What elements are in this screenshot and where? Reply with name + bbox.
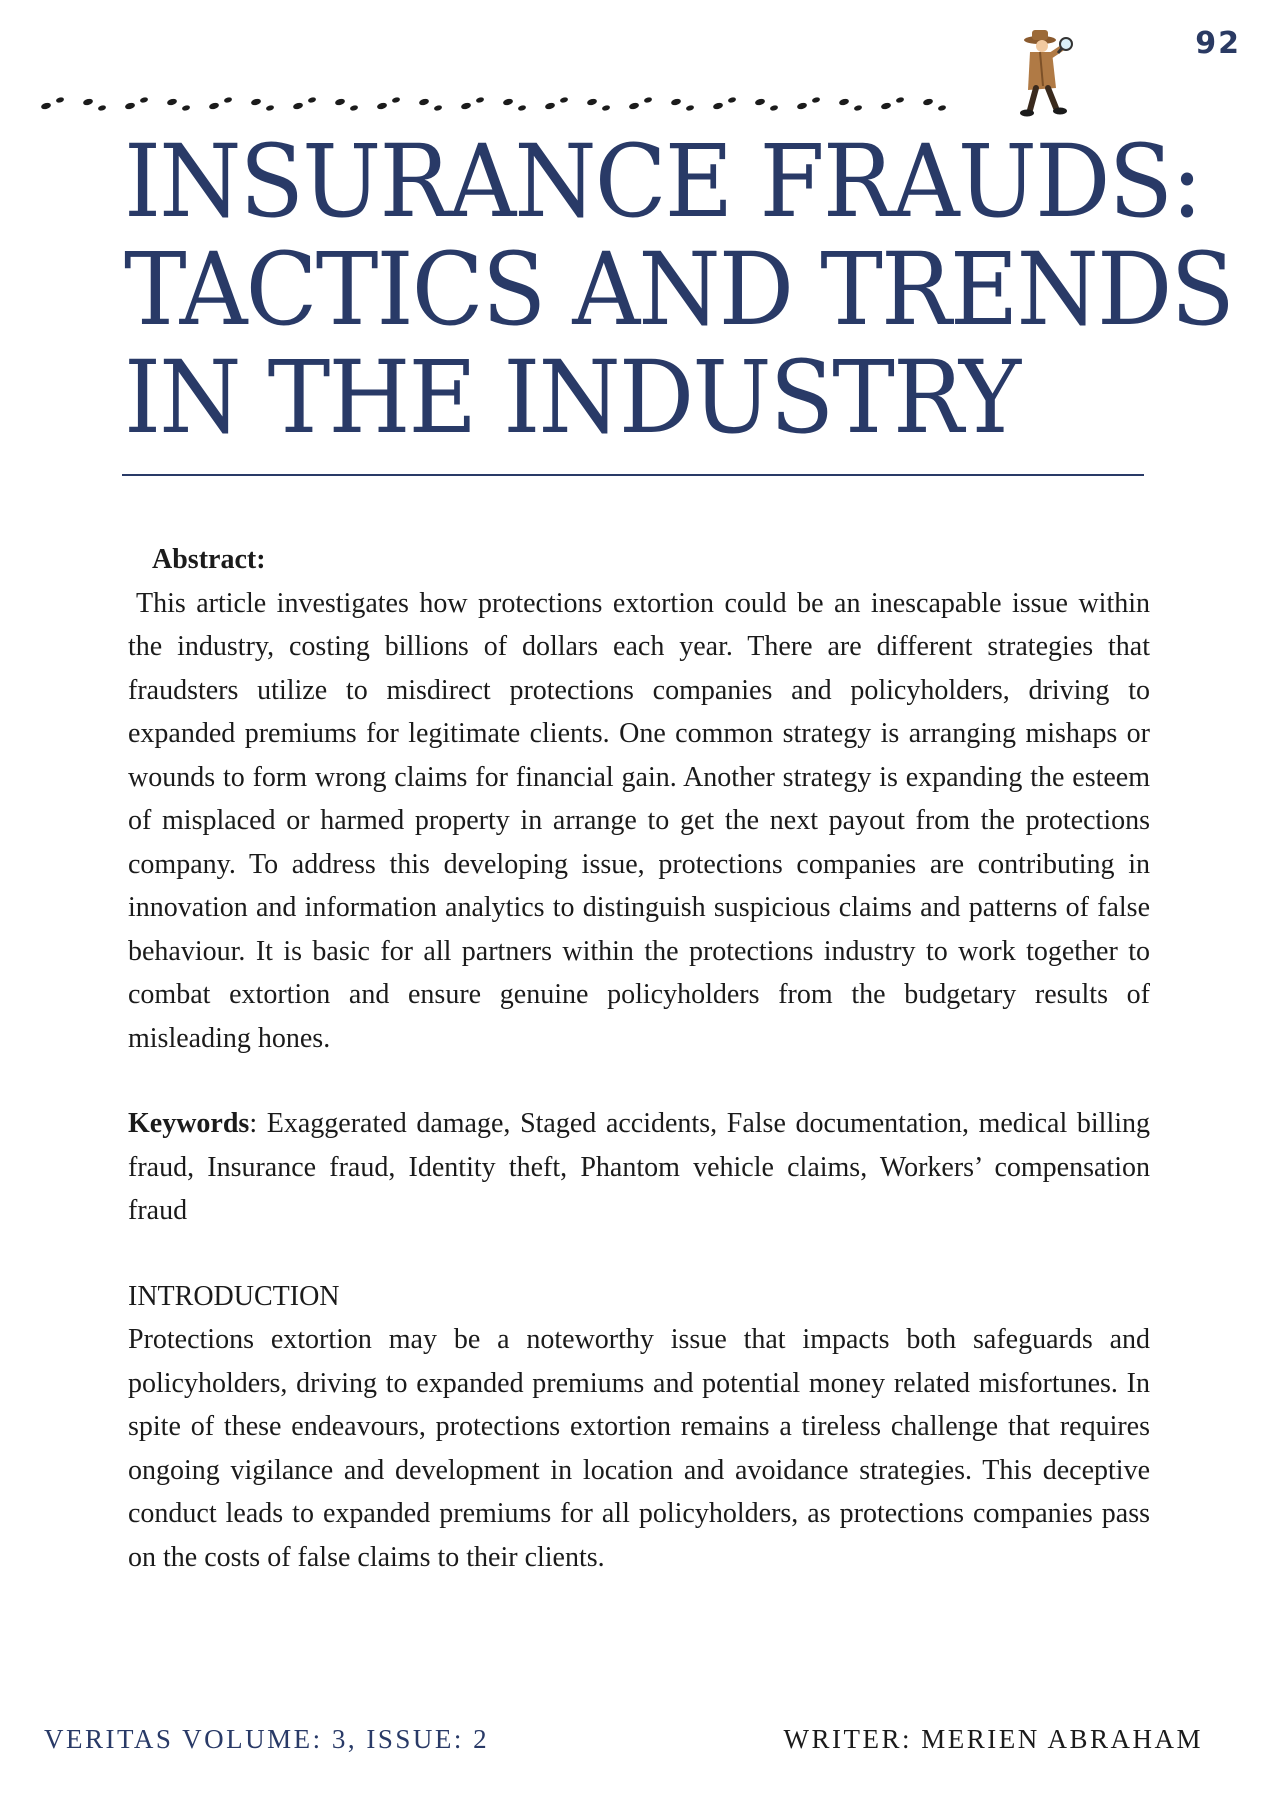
title-line-2: TACTICS AND TRENDS bbox=[124, 231, 1235, 348]
detective-with-magnifier-icon bbox=[1020, 30, 1073, 117]
introduction-text: Protections extortion may be a noteworth… bbox=[128, 1324, 1150, 1573]
title-divider bbox=[122, 474, 1144, 476]
page-number: 92 bbox=[1195, 26, 1241, 61]
footer-publication: VERITAS VOLUME: 3, ISSUE: 2 bbox=[44, 1724, 490, 1754]
keywords-list: : Exaggerated damage, Staged accidents, … bbox=[128, 1108, 1150, 1226]
keywords-label: Keywords bbox=[128, 1108, 250, 1139]
keywords-paragraph: Keywords: Exaggerated damage, Staged acc… bbox=[128, 1102, 1150, 1233]
abstract-label: Abstract: bbox=[152, 544, 266, 575]
title-line-1: INSURANCE FRAUDS: bbox=[124, 123, 1203, 240]
footprints-trail-icon bbox=[41, 97, 946, 111]
article-body: Abstract: This article investigates how … bbox=[128, 538, 1150, 1579]
article-title: INSURANCE FRAUDS: TACTICS AND TRENDS IN … bbox=[124, 123, 1235, 456]
introduction-heading: INTRODUCTION bbox=[128, 1280, 340, 1312]
footer-writer: WRITER: MERIEN ABRAHAM bbox=[783, 1724, 1203, 1754]
title-line-3: IN THE INDUSTRY bbox=[124, 339, 1021, 456]
abstract-text: This article investigates how protection… bbox=[128, 587, 1150, 1054]
